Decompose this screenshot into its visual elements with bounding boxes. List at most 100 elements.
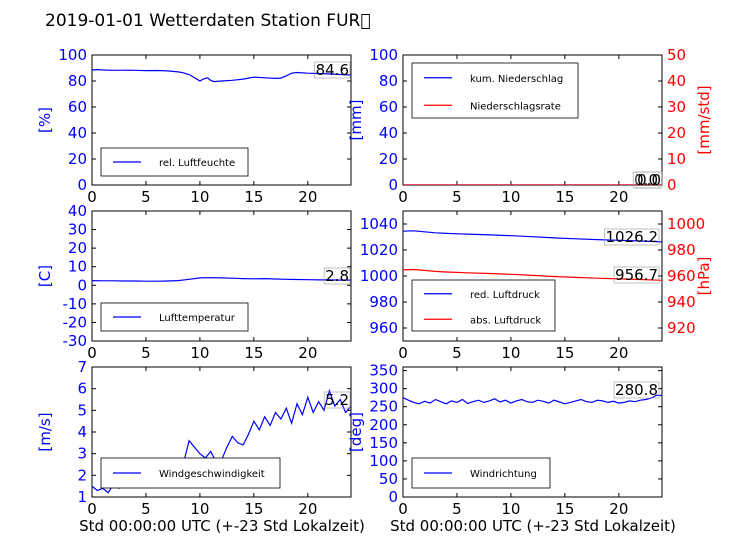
y-tick-label: 20: [68, 150, 87, 168]
legend: red. Luftdruck abs. Luftdruck: [411, 279, 556, 332]
x-tick-label: 15: [244, 188, 263, 206]
y-tick-label: 980: [369, 293, 398, 311]
x-tick-label: 20: [609, 344, 628, 362]
y-axis-label: [deg]: [347, 412, 365, 452]
x-tick-label: 10: [190, 188, 209, 206]
legend: rel. Luftfeuchte: [100, 147, 249, 177]
current-value-box: [604, 228, 660, 246]
y-axis-label: [mm]: [347, 100, 365, 141]
x-tick-label: 20: [298, 188, 317, 206]
legend: Windgeschwindigkeit: [100, 457, 281, 489]
x-tick-label: 10: [501, 500, 520, 518]
y-tick-label: 150: [369, 434, 398, 452]
y-tick-label: 200: [369, 416, 398, 434]
y2-axis-label: [hPa]: [695, 257, 713, 296]
y-tick-label: 960: [369, 319, 398, 337]
panel-6: 0 5 10 15 20050100150200250300350[deg]Windri…: [347, 362, 663, 518]
y-tick-label: 1: [77, 488, 87, 506]
x-tick-label: 5: [141, 344, 151, 362]
x-tick-label: 20: [609, 500, 628, 518]
current-value-box: [613, 381, 660, 399]
panel-3: 0 5 10 15 20-30-20-10010203040[C]Lufttempera…: [36, 202, 352, 362]
y-tick-label: -20: [63, 313, 88, 331]
current-value-label: 0.0: [637, 171, 661, 189]
x-tick-label: 5: [452, 344, 462, 362]
y-tick-label: 300: [369, 380, 398, 398]
y2-tick-label: 50: [667, 46, 686, 64]
series-line-1: [92, 277, 351, 282]
legend-label: Windgeschwindigkeit: [159, 469, 265, 480]
plot-frame: [91, 54, 352, 186]
x-tick-label: 5: [452, 500, 462, 518]
y-tick-label: 40: [68, 202, 87, 220]
y2-tick-label: 1000: [667, 215, 705, 233]
series-line-1: [92, 68, 351, 83]
y-tick-label: 4: [77, 423, 87, 441]
y-tick-label: 80: [379, 72, 398, 90]
y-tick-label: 3: [77, 445, 87, 463]
x-tick-label: 15: [555, 500, 574, 518]
y-axis-label: [m/s]: [36, 412, 54, 451]
y-tick-label: 2: [77, 466, 87, 484]
x-tick-label: 10: [501, 188, 520, 206]
legend: kum. Niederschlag Niederschlagsrate: [411, 62, 579, 119]
x-tick-label: 0: [87, 500, 97, 518]
y-tick-label: -10: [63, 295, 88, 313]
y-axis-label: [C]: [36, 265, 54, 287]
x-tick-label: 15: [555, 188, 574, 206]
y-tick-label: 80: [68, 72, 87, 90]
x-axis-label-left: Std 00:00:00 UTC (+-23 Std Lokalzeit): [79, 517, 365, 535]
y-tick-label: 6: [77, 380, 87, 398]
y-tick-label: 40: [379, 124, 398, 142]
y-tick-label: 250: [369, 398, 398, 416]
x-tick-label: 10: [190, 500, 209, 518]
y2-tick-label: 960: [667, 267, 696, 285]
current-value-label: 2.8: [325, 267, 349, 285]
y-tick-label: 0: [77, 176, 87, 194]
x-tick-label: 10: [190, 344, 209, 362]
y2-tick-label: 10: [667, 150, 686, 168]
y-tick-label: 0: [77, 276, 87, 294]
series-line-1: [403, 230, 662, 243]
legend-box: [411, 279, 556, 332]
current-value-label: 5.2: [325, 391, 349, 409]
panel-1: 0 5 10 15 20 0 20 40 60 80 100 [%] rel. Luftfeuchte 8…: [36, 46, 352, 206]
y-tick-label: 20: [68, 239, 87, 257]
y-tick-label: 30: [68, 221, 87, 239]
y2-tick-label: 20: [667, 124, 686, 142]
current-value-label: 280.8: [615, 381, 658, 399]
current-value-box: [323, 267, 351, 285]
y-tick-label: 0: [388, 488, 398, 506]
y-tick-label: 1000: [360, 267, 398, 285]
y-tick-label: 1040: [360, 215, 398, 233]
y-tick-label: 60: [379, 98, 398, 116]
plot-frame: [402, 366, 663, 498]
x-tick-label: 10: [501, 344, 520, 362]
legend: Windrichtung: [411, 457, 551, 489]
y-tick-label: 20: [379, 150, 398, 168]
legend-box: [100, 457, 281, 489]
y2-tick-label: 30: [667, 98, 686, 116]
x-tick-label: 0: [87, 188, 97, 206]
series-line-1: [403, 394, 662, 405]
x-tick-label: 5: [141, 188, 151, 206]
y-tick-label: 100: [58, 46, 87, 64]
y-tick-label: 100: [369, 46, 398, 64]
x-axis-label-right: Std 00:00:00 UTC (+-23 Std Lokalzeit): [390, 517, 676, 535]
legend-label: red. Luftdruck: [470, 290, 540, 301]
x-tick-label: 0: [398, 344, 408, 362]
panel-2: 0 5 10 15 20 0 20 40 60 80 100 0 10 20 30 40 50 [mm] [mm/s…: [347, 46, 713, 206]
x-tick-label: 0: [398, 500, 408, 518]
panel-5: 0 5 10 15 20 1 2 3 4 5 6 7 [m/s] Windgeschwindigkeit 5…: [36, 358, 352, 518]
y-tick-label: 100: [369, 452, 398, 470]
x-tick-label: 0: [87, 344, 97, 362]
current-value-label: 1026.2: [606, 228, 659, 246]
legend-box: [411, 62, 579, 119]
legend-label: Niederschlagsrate: [470, 101, 561, 112]
y-tick-label: 5: [77, 401, 87, 419]
y-tick-label: 350: [369, 362, 398, 380]
current-value-box: [613, 266, 660, 284]
x-tick-label: 20: [298, 344, 317, 362]
